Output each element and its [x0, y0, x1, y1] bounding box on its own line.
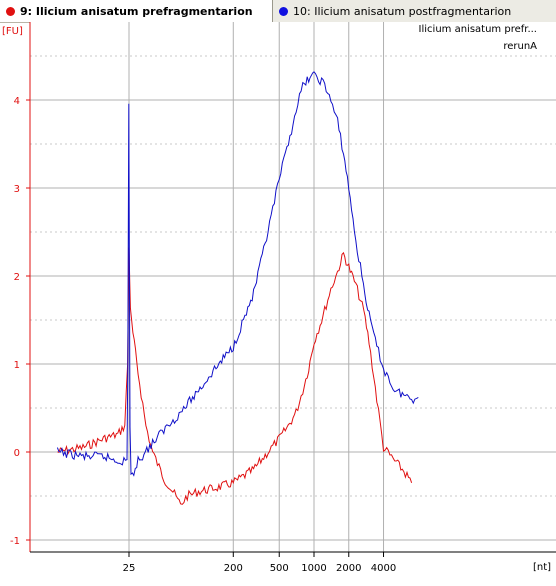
x-tick-label: 1000 [301, 563, 326, 574]
x-tick-label: 25 [123, 563, 136, 574]
x-axis-label: [nt] [533, 562, 551, 573]
tab-label: 10: Ilicium anisatum postfragmentarion [293, 4, 512, 18]
y-tick-label: 3 [14, 184, 20, 195]
series-lines [56, 71, 419, 505]
y-tick-label: -1 [10, 536, 20, 547]
y-tick-label: 1 [14, 360, 20, 371]
blue-dot-icon [279, 6, 288, 16]
y-tick-label: 2 [14, 272, 20, 283]
series-line [57, 247, 413, 505]
tick-labels: -1 0 1 2 3 4 25 200 500 1000 2000 4000 [10, 96, 396, 574]
y-tick-label: 0 [14, 448, 20, 459]
tab-bar: 9: Ilicium anisatum prefragmentarion 10:… [0, 0, 556, 23]
grid [30, 22, 556, 552]
y-axis-label: [FU] [2, 26, 23, 37]
tab-sample-10[interactable]: 10: Ilicium anisatum postfragmentarion [273, 0, 556, 22]
electropherogram-chart: [FU] [nt] Ilicium anisatum prefr... reru… [2, 22, 556, 574]
legend-entry-sample: Ilicium anisatum prefr... [419, 24, 537, 35]
x-tick-label: 4000 [371, 563, 396, 574]
red-dot-icon [6, 6, 15, 16]
y-tick-label: 4 [14, 96, 20, 107]
tab-label: 9: Ilicium anisatum prefragmentarion [20, 4, 253, 18]
x-tick-label: 200 [224, 563, 243, 574]
tab-sample-9[interactable]: 9: Ilicium anisatum prefragmentarion [0, 0, 273, 22]
x-tick-label: 500 [270, 563, 289, 574]
series-line [56, 71, 419, 477]
x-tick-label: 2000 [336, 563, 361, 574]
legend-entry-run: rerunA [503, 41, 537, 52]
